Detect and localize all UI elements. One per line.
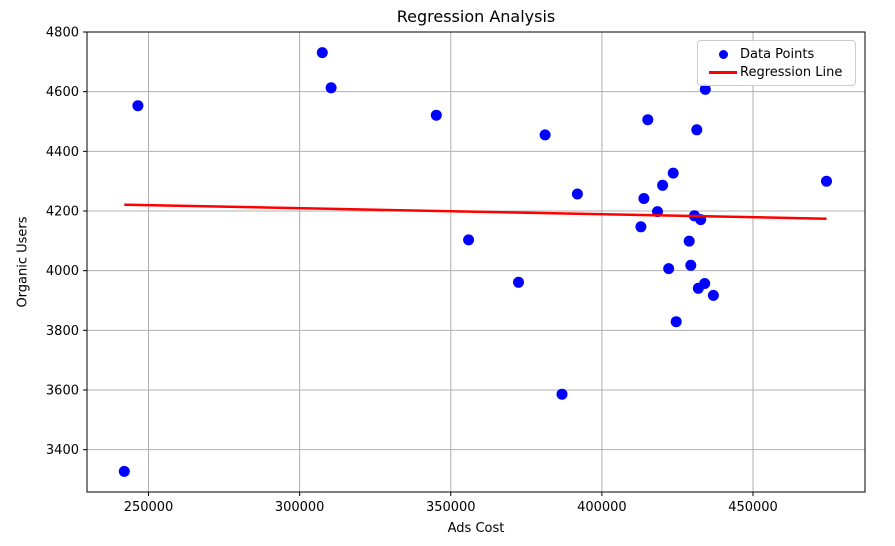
data-point: [821, 175, 832, 187]
y-tick-label: 4600: [46, 85, 79, 100]
data-point: [642, 114, 654, 126]
data-point: [325, 82, 337, 94]
x-tick-label: 300000: [275, 500, 325, 515]
y-tick-label: 4200: [46, 204, 79, 219]
data-point: [430, 109, 442, 121]
y-tick-label: 3800: [46, 324, 79, 339]
data-point: [556, 388, 568, 400]
data-point: [699, 278, 711, 289]
data-point: [683, 235, 695, 247]
data-point: [699, 83, 711, 95]
chart-title: Regression Analysis: [396, 7, 556, 26]
grid-lines: [87, 31, 865, 492]
y-tick-label: 4000: [46, 264, 79, 279]
data-point: [685, 259, 697, 271]
data-point: [513, 276, 524, 288]
x-axis-label: Ads Cost: [447, 521, 505, 536]
legend-item-data-points: Data Points: [706, 45, 847, 63]
data-point: [663, 263, 675, 275]
legend-label: Data Points: [740, 46, 815, 62]
axis-ticks: [83, 31, 754, 496]
data-point: [691, 124, 703, 136]
regression-line: [124, 203, 827, 220]
x-tick-label: 450000: [728, 500, 778, 515]
x-tick-label: 250000: [124, 500, 174, 515]
tick-labels: 250000 300000 350000 400000 450000 3400 3600 38…: [46, 26, 778, 516]
data-point: [635, 221, 647, 233]
y-tick-label: 4800: [46, 26, 79, 41]
plot-frame: [86, 31, 866, 493]
y-tick-label: 3600: [46, 383, 79, 398]
y-tick-label: 4400: [46, 145, 79, 160]
x-tick-label: 350000: [426, 500, 476, 515]
data-point: [670, 316, 682, 328]
data-point: [463, 234, 475, 246]
x-tick-label: 400000: [577, 500, 627, 515]
legend-label: Regression Line: [740, 64, 843, 80]
data-point: [118, 465, 130, 477]
legend-item-regression-line: Regression Line: [706, 63, 847, 81]
data-point: [571, 188, 583, 200]
data-point: [539, 129, 551, 141]
legend-marker-cell: [706, 49, 740, 59]
scatter-points: [118, 47, 832, 477]
data-point: [132, 100, 144, 112]
legend-marker-cell: [706, 70, 740, 74]
legend: Data Points Regression Line: [697, 40, 856, 86]
y-axis-label: Organic Users: [15, 216, 31, 308]
scatter-marker-icon: [718, 49, 728, 59]
line-marker-icon: [709, 70, 737, 74]
data-point: [638, 193, 650, 204]
data-point: [316, 47, 328, 59]
y-tick-label: 3400: [46, 443, 79, 458]
data-point: [667, 167, 679, 179]
data-point: [707, 289, 719, 301]
data-point: [657, 179, 669, 191]
